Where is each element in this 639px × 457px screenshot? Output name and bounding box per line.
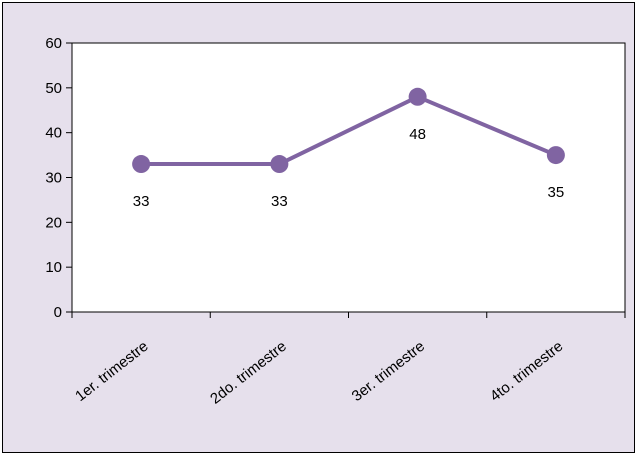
data-point (132, 155, 151, 174)
x-category-label: 3er. trimestre (349, 338, 428, 405)
data-point (408, 87, 427, 106)
y-tick-label: 10 (45, 259, 62, 276)
x-category-label: 2do. trimestre (207, 338, 290, 408)
y-tick-label: 20 (45, 214, 62, 231)
plot-area (71, 42, 626, 313)
y-tick-label: 30 (45, 170, 62, 187)
y-tick-label: 0 (54, 304, 62, 321)
data-point (270, 155, 289, 174)
data-label: 48 (409, 126, 426, 143)
x-category-label: 1er. trimestre (72, 338, 151, 405)
x-category-label: 4to. trimestre (487, 338, 566, 405)
data-label: 33 (133, 193, 150, 210)
data-label: 35 (548, 184, 565, 201)
data-point (546, 146, 565, 165)
data-label: 33 (271, 193, 288, 210)
series-line (141, 94, 557, 167)
y-tick-label: 60 (45, 35, 62, 52)
y-tick-label: 40 (45, 125, 62, 142)
y-tick-label: 50 (45, 80, 62, 97)
